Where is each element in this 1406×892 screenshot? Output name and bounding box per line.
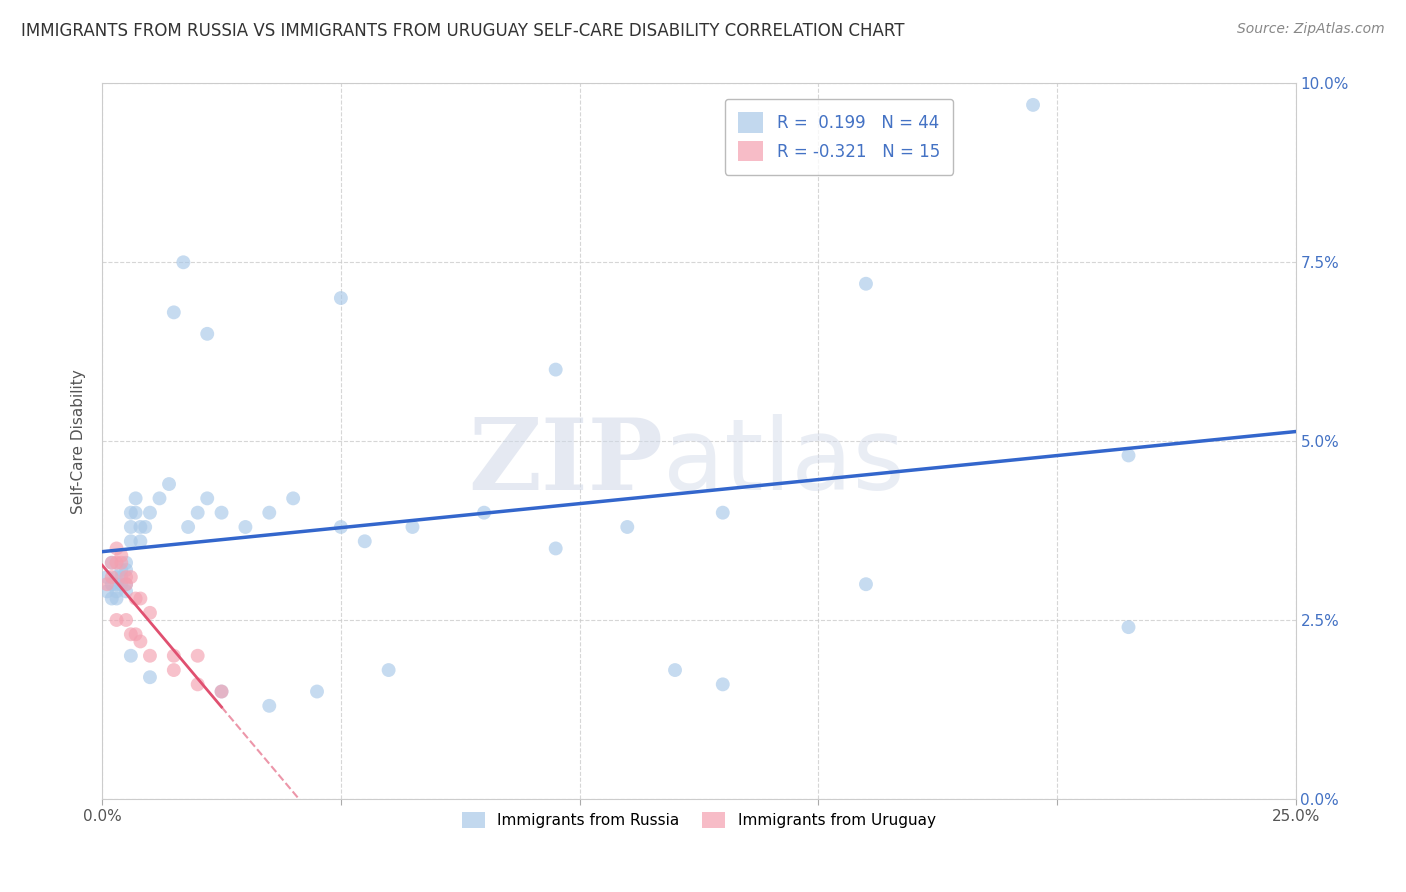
Point — [163, 663, 186, 677]
Point — [110, 556, 132, 570]
Point — [195, 491, 218, 506]
Text: atlas: atlas — [664, 414, 904, 511]
Point — [110, 570, 132, 584]
Point — [120, 520, 142, 534]
Point — [100, 591, 122, 606]
Point — [124, 627, 146, 641]
Point — [172, 255, 194, 269]
Point — [148, 491, 170, 506]
Point — [472, 506, 495, 520]
Point — [329, 520, 352, 534]
Point — [259, 698, 281, 713]
Point — [110, 549, 132, 563]
Point — [115, 563, 138, 577]
Point — [664, 663, 686, 677]
Point — [211, 684, 233, 698]
Point — [283, 491, 305, 506]
Point — [211, 684, 233, 698]
Point — [120, 627, 142, 641]
Point — [120, 648, 142, 663]
Point — [100, 577, 122, 591]
Text: IMMIGRANTS FROM RUSSIA VS IMMIGRANTS FROM URUGUAY SELF-CARE DISABILITY CORRELATI: IMMIGRANTS FROM RUSSIA VS IMMIGRANTS FRO… — [21, 22, 904, 40]
Point — [129, 634, 152, 648]
Point — [110, 563, 132, 577]
Point — [105, 584, 128, 599]
Point — [100, 556, 122, 570]
Point — [139, 670, 162, 684]
Point — [1022, 98, 1045, 112]
Point — [139, 606, 162, 620]
Point — [120, 534, 142, 549]
Point — [134, 520, 156, 534]
Point — [1118, 449, 1140, 463]
Point — [305, 684, 328, 698]
Point — [157, 477, 180, 491]
Point — [96, 584, 118, 599]
Point — [115, 556, 138, 570]
Point — [115, 577, 138, 591]
Point — [124, 591, 146, 606]
Point — [120, 570, 142, 584]
Point — [105, 541, 128, 556]
Y-axis label: Self-Care Disability: Self-Care Disability — [72, 368, 86, 514]
Point — [163, 648, 186, 663]
Point — [195, 326, 218, 341]
Point — [129, 520, 152, 534]
Point — [235, 520, 257, 534]
Point — [115, 613, 138, 627]
Point — [187, 677, 209, 691]
Point — [211, 506, 233, 520]
Point — [124, 491, 146, 506]
Point — [177, 520, 200, 534]
Point — [124, 506, 146, 520]
Point — [110, 577, 132, 591]
Point — [129, 591, 152, 606]
Point — [105, 591, 128, 606]
Point — [96, 577, 118, 591]
Point — [187, 506, 209, 520]
Point — [616, 520, 638, 534]
Point — [105, 577, 128, 591]
Point — [544, 541, 567, 556]
Text: ZIP: ZIP — [468, 414, 664, 511]
Point — [855, 277, 877, 291]
Point — [115, 584, 138, 599]
Point — [711, 677, 734, 691]
Point — [544, 362, 567, 376]
Text: Source: ZipAtlas.com: Source: ZipAtlas.com — [1237, 22, 1385, 37]
Point — [105, 613, 128, 627]
Point — [329, 291, 352, 305]
Point — [105, 556, 128, 570]
Point — [1118, 620, 1140, 634]
Point — [115, 570, 138, 584]
Point — [187, 648, 209, 663]
Point — [139, 506, 162, 520]
Point — [120, 506, 142, 520]
Point — [100, 570, 122, 584]
Point — [353, 534, 375, 549]
Point — [163, 305, 186, 319]
Point — [711, 506, 734, 520]
Point — [259, 506, 281, 520]
Point — [115, 577, 138, 591]
Point — [105, 570, 128, 584]
Legend: Immigrants from Russia, Immigrants from Uruguay: Immigrants from Russia, Immigrants from … — [456, 805, 942, 834]
Point — [129, 534, 152, 549]
Point — [100, 556, 122, 570]
Point — [855, 577, 877, 591]
Point — [377, 663, 399, 677]
Point — [96, 570, 118, 584]
Point — [401, 520, 423, 534]
Point — [139, 648, 162, 663]
